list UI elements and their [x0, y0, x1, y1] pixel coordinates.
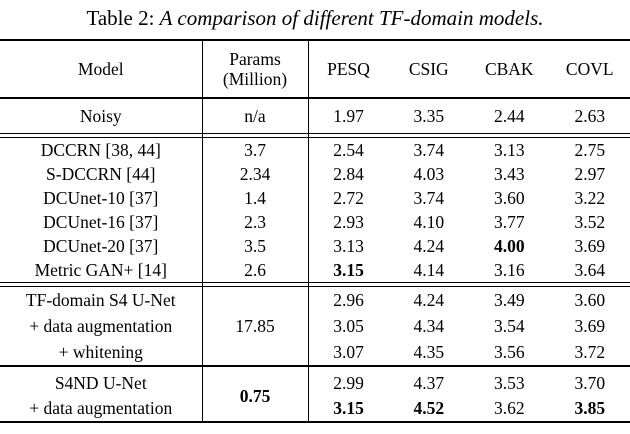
section-divider-double [0, 282, 630, 288]
cell-csig: 4.35 [413, 341, 445, 362]
cell-pesq: 2.72 [307, 186, 389, 211]
cell-model: TF-domain S4 U-Net [25, 289, 176, 310]
cell-params: n/a [201, 98, 308, 134]
cell-cbak: 3.53 [493, 373, 525, 394]
table-caption-text: A comparison of different TF-domain mode… [159, 6, 544, 30]
cell-cbak: 2.44 [493, 105, 525, 126]
cell-cbak: 3.56 [493, 341, 525, 362]
cell-covl: 3.60 [574, 289, 606, 310]
cell-pesq: 2.96 [307, 286, 389, 314]
cell-params: 2.3 [201, 210, 308, 235]
cell-params-merged: 17.85 [201, 286, 308, 367]
cell-params: 1.4 [201, 186, 308, 211]
cell-covl: 2.97 [574, 163, 606, 184]
cell-model: Noisy [79, 105, 122, 126]
cell-covl: 3.64 [574, 259, 606, 280]
header-params: Params (Million) [201, 40, 308, 100]
header-covl: COVL [549, 40, 630, 100]
cell-cbak: 3.13 [493, 139, 525, 160]
cell-covl: 3.69 [574, 235, 606, 256]
cell-covl: 3.52 [574, 211, 606, 232]
cell-pesq: 2.93 [307, 210, 389, 235]
cell-pesq: 2.54 [307, 137, 389, 163]
cell-covl: 3.22 [574, 187, 606, 208]
header-params-line2: (Million) [222, 69, 288, 90]
cell-covl: 3.69 [574, 315, 606, 336]
cell-pesq: 3.15 [307, 258, 389, 283]
row-s4nd-unet: S4ND U-Net 0.75 2.99 4.37 3.53 3.70 [0, 371, 630, 423]
cell-csig: 3.74 [413, 187, 445, 208]
cell-csig: 4.10 [413, 211, 445, 232]
cell-cbak: 3.60 [493, 187, 525, 208]
results-table: Model Params (Million) PESQ CSIG CBAK CO… [0, 39, 630, 424]
cell-csig: 3.74 [413, 139, 445, 160]
header-pesq: PESQ [307, 40, 389, 100]
header-cbak: CBAK [469, 40, 550, 100]
section-divider-double [0, 133, 630, 139]
cell-csig: 4.24 [413, 235, 445, 256]
cell-model: DCUnet-20 [37] [43, 235, 159, 256]
cell-cbak: 3.77 [493, 211, 525, 232]
table-header-row: Model Params (Million) PESQ CSIG CBAK CO… [0, 40, 630, 100]
header-model: Model [0, 40, 202, 100]
cell-model: DCCRN [38, 44] [40, 139, 161, 160]
cell-csig: 4.34 [413, 315, 445, 336]
row-noisy: Noisy n/a 1.97 3.35 2.44 2.63 [0, 98, 630, 134]
cell-params-merged: 0.75 [201, 371, 308, 423]
cell-covl: 3.72 [574, 341, 606, 362]
cell-params: 2.34 [201, 162, 308, 187]
cell-model: + whitening [58, 341, 143, 362]
header-params-line1: Params [229, 49, 281, 70]
cell-covl: 2.63 [574, 105, 606, 126]
row-metric-gan: Metric GAN+ [14] 2.6 3.15 4.14 3.16 3.64 [0, 258, 630, 283]
cell-params: 3.5 [201, 234, 308, 259]
cell-pesq: 2.99 [307, 371, 389, 397]
cell-cbak: 3.49 [493, 289, 525, 310]
cell-model: DCUnet-10 [37] [43, 187, 159, 208]
cell-model: Metric GAN+ [14] [34, 259, 167, 280]
cell-csig: 4.24 [413, 289, 445, 310]
cell-cbak: 3.54 [493, 315, 525, 336]
cell-csig: 4.37 [413, 373, 445, 394]
cell-params: 2.6 [201, 258, 308, 283]
cell-model: S4ND U-Net [54, 373, 147, 394]
cell-covl: 3.85 [574, 398, 606, 419]
cell-model: S-DCCRN [44] [46, 163, 156, 184]
row-dcunet-10: DCUnet-10 [37] 1.4 2.72 3.74 3.60 3.22 [0, 186, 630, 211]
section-divider-thick [0, 365, 630, 372]
row-tf-s4-whitening: + whitening 3.07 4.35 3.56 3.72 [0, 339, 630, 367]
cell-cbak: 3.62 [493, 398, 525, 419]
cell-pesq: 2.84 [307, 162, 389, 187]
cell-model: + data augmentation [29, 315, 173, 336]
cell-covl: 2.75 [574, 139, 606, 160]
row-tf-s4-data-aug: + data augmentation 3.05 4.34 3.54 3.69 [0, 313, 630, 340]
table-caption: Table 2: A comparison of different TF-do… [0, 0, 630, 39]
row-dcunet-20: DCUnet-20 [37] 3.5 3.13 4.24 4.00 3.69 [0, 234, 630, 259]
cell-pesq: 3.05 [307, 313, 389, 340]
row-dcunet-16: DCUnet-16 [37] 2.3 2.93 4.10 3.77 3.52 [0, 210, 630, 235]
cell-params: 3.7 [201, 137, 308, 163]
row-s4nd-data-aug: + data augmentation 3.15 4.52 3.62 3.85 [0, 396, 630, 423]
cell-csig: 3.35 [413, 105, 445, 126]
cell-csig: 4.14 [413, 259, 445, 280]
header-csig: CSIG [388, 40, 469, 100]
cell-pesq: 3.07 [307, 339, 389, 367]
cell-pesq: 1.97 [307, 98, 389, 134]
row-dccrn: DCCRN [38, 44] 3.7 2.54 3.74 3.13 2.75 [0, 137, 630, 163]
table-caption-label: Table 2: [86, 6, 160, 30]
cell-model: DCUnet-16 [37] [43, 211, 159, 232]
cell-csig: 4.52 [413, 398, 445, 419]
row-s-dccrn: S-DCCRN [44] 2.34 2.84 4.03 3.43 2.97 [0, 162, 630, 187]
cell-pesq: 3.13 [307, 234, 389, 259]
cell-cbak: 4.00 [493, 235, 525, 256]
cell-csig: 4.03 [413, 163, 445, 184]
cell-pesq: 3.15 [307, 396, 389, 423]
cell-covl: 3.70 [574, 373, 606, 394]
cell-cbak: 3.16 [493, 259, 525, 280]
cell-cbak: 3.43 [493, 163, 525, 184]
row-tf-s4-unet: TF-domain S4 U-Net 17.85 2.96 4.24 3.49 … [0, 286, 630, 367]
cell-model: + data augmentation [29, 398, 173, 419]
